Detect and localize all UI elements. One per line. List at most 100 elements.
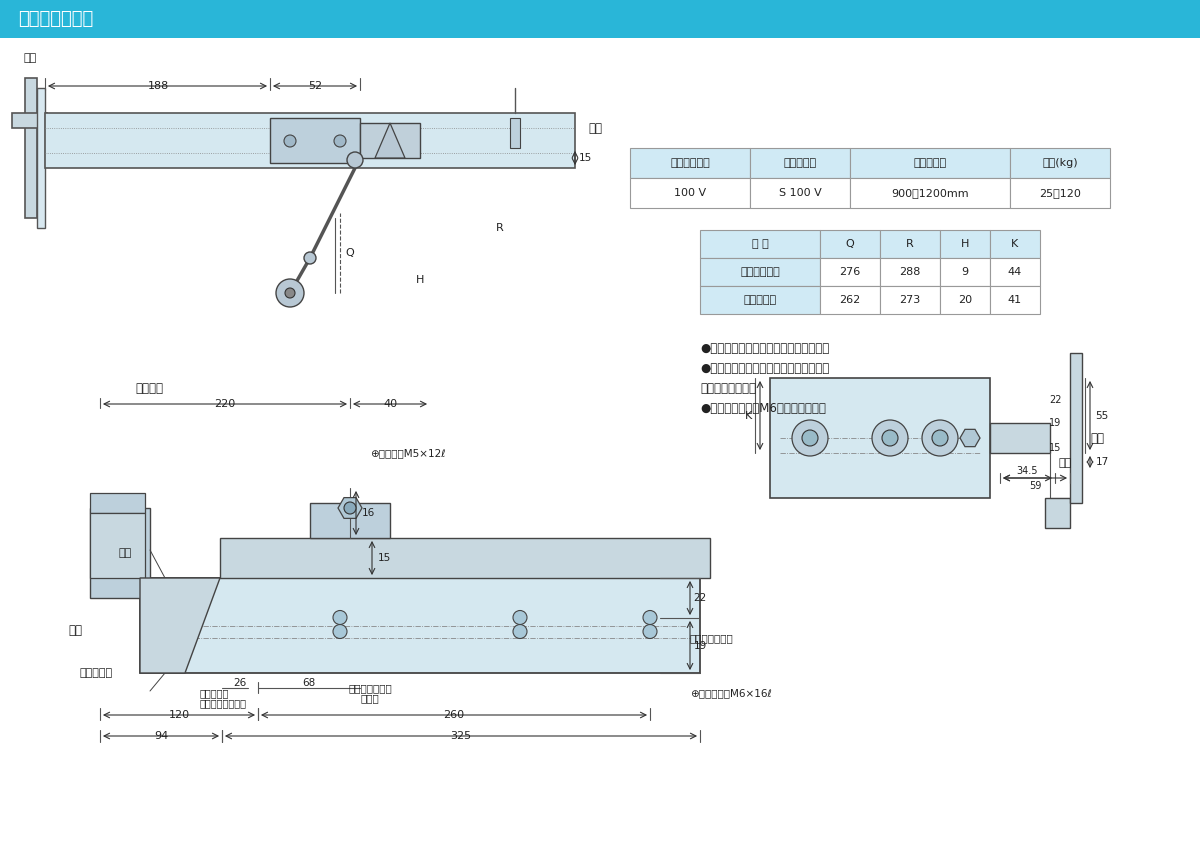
Text: 44: 44 [1008, 267, 1022, 277]
Polygon shape [140, 578, 220, 673]
Text: ●本図はストップ付右勝手を示します。: ●本図はストップ付右勝手を示します。 [700, 342, 829, 354]
Text: ドア: ドア [588, 121, 602, 135]
Circle shape [344, 502, 356, 514]
Text: スタンダード型: スタンダード型 [18, 10, 94, 28]
Text: 調整弁: 調整弁 [361, 693, 379, 703]
Bar [25, 78, 37, 218]
Text: 上枠: 上枠 [119, 548, 132, 558]
Polygon shape [338, 498, 362, 518]
Text: ドア: ドア [68, 623, 82, 637]
Bar [990, 230, 1040, 258]
Circle shape [872, 420, 908, 456]
Text: 55: 55 [1096, 411, 1109, 421]
Bar [940, 230, 990, 258]
Circle shape [347, 152, 364, 168]
Circle shape [284, 135, 296, 147]
Text: 上枠: 上枠 [1058, 458, 1072, 468]
Text: 吊元中心: 吊元中心 [134, 382, 163, 394]
Circle shape [792, 420, 828, 456]
Text: 寸 法: 寸 法 [751, 239, 768, 249]
Text: 9: 9 [961, 267, 968, 277]
Text: ●ストップ付、ストップなしともに同じ: ●ストップ付、ストップなしともに同じ [700, 361, 829, 375]
Bar [140, 578, 700, 673]
Circle shape [802, 430, 818, 446]
Text: 260: 260 [444, 710, 464, 720]
Bar [880, 286, 940, 314]
Text: 22: 22 [694, 593, 707, 603]
Bar [90, 493, 145, 513]
Text: 288: 288 [899, 267, 920, 277]
Text: 52: 52 [308, 81, 322, 91]
Bar [0, 0, 1200, 38]
Text: 59: 59 [1028, 481, 1042, 491]
Polygon shape [374, 123, 406, 158]
Text: 40: 40 [383, 399, 397, 409]
Text: 68: 68 [302, 678, 316, 688]
Bar [1010, 178, 1110, 208]
Text: H: H [416, 275, 424, 285]
Text: 速度調整弁: 速度調整弁 [80, 668, 113, 678]
Text: 20: 20 [958, 295, 972, 305]
Text: 100 V: 100 V [674, 188, 706, 198]
Text: ストップ付: ストップ付 [744, 295, 776, 305]
Bar [750, 178, 850, 208]
Text: S 100 V: S 100 V [779, 188, 821, 198]
Text: 適用ドア巾: 適用ドア巾 [913, 158, 947, 168]
Bar [1045, 498, 1070, 528]
Text: ●本体取付ネジはM6を使用します。: ●本体取付ネジはM6を使用します。 [700, 401, 826, 415]
Text: R: R [496, 223, 504, 233]
Text: バックチェック: バックチェック [348, 683, 392, 693]
Text: 276: 276 [839, 267, 860, 277]
Circle shape [514, 611, 527, 624]
Bar [990, 286, 1040, 314]
Bar [630, 178, 750, 208]
Circle shape [173, 624, 187, 639]
Text: H: H [961, 239, 970, 249]
Bar [700, 230, 820, 258]
Circle shape [882, 430, 898, 446]
Text: 19: 19 [1049, 418, 1061, 428]
Circle shape [514, 624, 527, 639]
Circle shape [304, 252, 316, 264]
Bar [270, 118, 360, 163]
Bar [850, 178, 1010, 208]
Text: 22: 22 [1049, 395, 1061, 405]
Text: Q: Q [346, 248, 354, 258]
Bar [46, 113, 575, 168]
Circle shape [643, 611, 658, 624]
Text: K: K [744, 411, 751, 421]
Bar [700, 258, 820, 286]
Bar [880, 230, 940, 258]
Bar [850, 148, 1010, 178]
Text: 取付位置です。: 取付位置です。 [700, 382, 756, 394]
Circle shape [334, 135, 346, 147]
Circle shape [276, 279, 304, 307]
Text: 竪枠: 竪枠 [23, 53, 37, 63]
Text: 15: 15 [377, 553, 391, 563]
Text: ⊕丸小ネジM5×12ℓ: ⊕丸小ネジM5×12ℓ [370, 448, 445, 458]
Circle shape [643, 624, 658, 639]
Text: ストップ付: ストップ付 [784, 158, 816, 168]
Text: 19: 19 [694, 641, 707, 651]
Text: ディレイド: ディレイド [200, 688, 229, 698]
Circle shape [173, 611, 187, 624]
Text: ⊕丸皿小ネジM6×16ℓ: ⊕丸皿小ネジM6×16ℓ [690, 688, 772, 698]
Text: ストップなし: ストップなし [740, 267, 780, 277]
Circle shape [334, 624, 347, 639]
Text: ストップなし: ストップなし [670, 158, 710, 168]
Bar [630, 148, 750, 178]
Circle shape [932, 430, 948, 446]
Text: 41: 41 [1008, 295, 1022, 305]
Text: 325: 325 [450, 731, 472, 741]
Text: 34.5: 34.5 [1016, 466, 1038, 476]
Text: 262: 262 [839, 295, 860, 305]
Polygon shape [960, 429, 980, 447]
Bar [990, 423, 1050, 453]
Bar [37, 88, 46, 228]
Bar [770, 378, 990, 498]
Bar [12, 113, 47, 128]
Bar [940, 286, 990, 314]
Bar [90, 508, 150, 598]
Bar [1010, 148, 1110, 178]
Bar [940, 258, 990, 286]
